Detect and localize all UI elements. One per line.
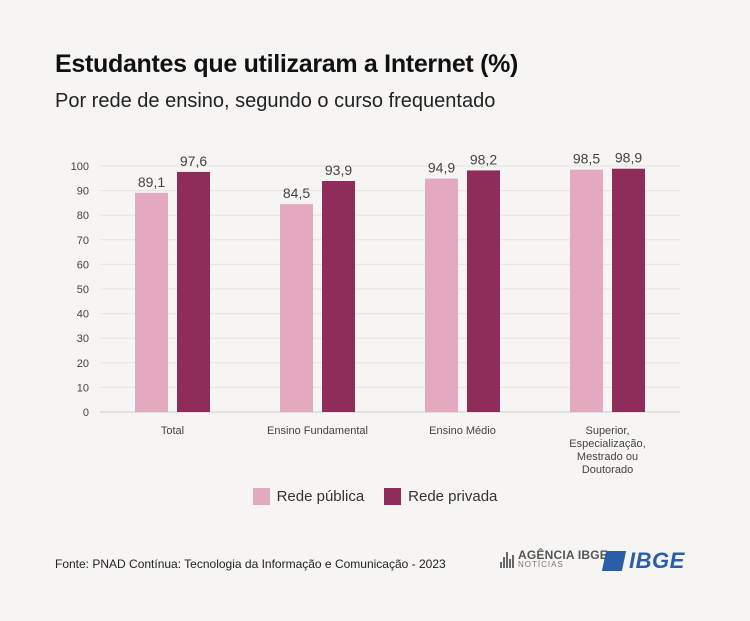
ibge-logo: IBGE: [601, 548, 685, 574]
y-tick-label: 30: [77, 333, 89, 345]
legend-swatch-privada: [384, 488, 402, 505]
data-label: 98,9: [615, 150, 642, 166]
chart-title: Estudantes que utilizaram a Internet (%): [55, 50, 519, 78]
data-label: 84,5: [283, 185, 310, 201]
y-tick-label: 10: [77, 382, 89, 394]
bar-chart: 0 10 20 30 40 50 60 70 80 90 100 89,1 97,6 Total 84,5 9…: [71, 150, 680, 476]
agencia-ibge-logo: AGÊNCIA IBGE NOTÍCIAS: [500, 549, 608, 569]
bar-privada: [467, 170, 500, 412]
bar-publica: [135, 192, 168, 412]
legend-item-publica: Rede pública: [252, 488, 365, 505]
y-tick-label: 100: [71, 161, 89, 173]
legend-label-publica: Rede pública: [276, 488, 365, 505]
data-label: 94,9: [428, 160, 455, 176]
y-tick-label: 20: [77, 358, 89, 370]
bar-publica: [280, 204, 313, 412]
agencia-logo-line2: NOTÍCIAS: [518, 560, 564, 569]
x-tick-label: Superior, Especialização, Mestrado ou Douto…: [569, 425, 645, 476]
ibge-logo-text: IBGE: [629, 548, 685, 573]
legend-item-privada: Rede privada: [384, 488, 497, 505]
y-tick-label: 80: [77, 210, 89, 222]
data-label: 97,6: [180, 153, 207, 169]
bar-privada: [177, 171, 210, 412]
y-tick-label: 70: [77, 235, 89, 247]
x-tick-label: Total: [161, 425, 184, 437]
chart-legend: Rede pública Rede privada: [0, 488, 750, 505]
data-label: 98,5: [573, 151, 600, 167]
y-tick-label: 0: [83, 407, 89, 419]
data-label: 98,2: [470, 151, 497, 167]
x-tick-label: Ensino Fundamental: [267, 425, 368, 437]
data-label: 93,9: [325, 162, 352, 178]
y-tick-label: 90: [77, 186, 89, 198]
x-tick-label: Ensino Médio: [429, 425, 496, 437]
agencia-bars-icon: [500, 550, 514, 568]
legend-label-privada: Rede privada: [408, 488, 498, 505]
data-label: 89,1: [138, 174, 165, 190]
ibge-mark-icon: [601, 551, 627, 571]
bar-privada: [322, 181, 355, 412]
y-tick-label: 40: [77, 309, 89, 321]
bar-publica: [425, 178, 458, 412]
source-note: Fonte: PNAD Contínua: Tecnologia da Info…: [55, 557, 446, 571]
chart-subtitle: Por rede de ensino, segundo o curso freq…: [55, 90, 496, 112]
legend-swatch-publica: [252, 488, 270, 505]
y-tick-label: 60: [77, 259, 89, 271]
agencia-logo-line1: AGÊNCIA IBGE: [518, 548, 608, 562]
y-tick-label: 50: [77, 284, 89, 296]
bar-publica: [570, 169, 603, 412]
bar-privada: [612, 168, 645, 412]
